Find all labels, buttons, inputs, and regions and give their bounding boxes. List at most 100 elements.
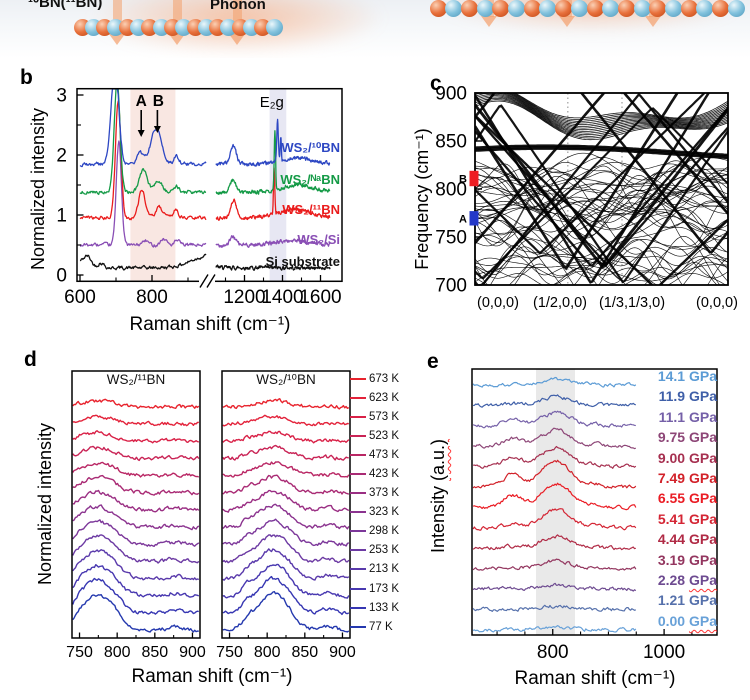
legend-item: 623 K bbox=[350, 388, 420, 407]
temperature-spectrum bbox=[72, 563, 200, 598]
temperature-spectrum bbox=[72, 548, 199, 581]
temperature-spectrum bbox=[72, 534, 200, 564]
pressure-unit: GPa bbox=[688, 612, 717, 629]
phonon-band bbox=[475, 264, 728, 282]
temperature-spectrum bbox=[72, 519, 200, 548]
temperature-spectrum bbox=[222, 461, 350, 478]
tick-label: 900 bbox=[435, 84, 467, 105]
temperature-spectrum bbox=[222, 548, 350, 581]
arrowhead-icon bbox=[153, 126, 161, 133]
pressure-label: 7.49 GPa bbox=[607, 469, 717, 487]
spectrum-curve bbox=[215, 264, 331, 271]
phonon-band bbox=[475, 147, 728, 160]
temperature-spectrum bbox=[72, 461, 200, 478]
pressure-label: 5.41 GPa bbox=[607, 510, 717, 528]
tick-label: (0,0,0) bbox=[696, 295, 738, 311]
pressure-label: 4.44 GPa bbox=[607, 530, 717, 548]
panel-letter-e: e bbox=[427, 350, 439, 373]
pressure-unit: GPa bbox=[688, 408, 717, 425]
tick-label: A bbox=[136, 93, 147, 110]
pressure-unit: GPa bbox=[688, 470, 717, 486]
x-axis-label: Raman shift (cm⁻¹) bbox=[129, 314, 291, 335]
curve-label: WS₂/¹⁰BN bbox=[281, 140, 340, 155]
pressure-spectrum bbox=[472, 482, 637, 511]
legend-label: 423 K bbox=[369, 468, 400, 481]
legend-item: 473 K bbox=[350, 445, 420, 464]
phonon-band bbox=[475, 189, 728, 246]
phonon-band bbox=[475, 187, 728, 239]
curve-label: Si substrate bbox=[265, 254, 340, 269]
phonon-band bbox=[475, 174, 728, 212]
phonon-band bbox=[475, 239, 728, 276]
panel-a-phonon-illustration: ¹⁰BN(¹¹BN) Phonon bbox=[0, 0, 750, 58]
phonon-band bbox=[475, 156, 728, 180]
legend-label: 133 K bbox=[369, 601, 400, 614]
nitrogen-atom bbox=[665, 0, 682, 17]
x-axis-label: Raman shift (cm⁻¹) bbox=[514, 668, 676, 689]
legend-item: 213 K bbox=[350, 560, 420, 579]
pressure-value: 9.00 bbox=[657, 449, 689, 466]
phonon-arrow bbox=[112, 0, 122, 35]
panel-b-raman-spectra: b Normalized intensity 0 1 2 3 600 800 1200 140… bbox=[20, 60, 410, 350]
pressure-value: 6.55 bbox=[657, 490, 689, 507]
tick-label: 1600 bbox=[299, 287, 341, 308]
tick-label: 1200 bbox=[223, 287, 265, 308]
tick-label: 2 bbox=[56, 146, 67, 167]
pressure-spectrum bbox=[472, 376, 637, 388]
pressure-value: 4.44 bbox=[657, 531, 689, 548]
pressure-label: 14.1 GPa bbox=[607, 367, 717, 385]
pressure-unit: GPa bbox=[688, 572, 717, 588]
legend-label: 253 K bbox=[369, 544, 400, 557]
plot-frame bbox=[221, 370, 351, 639]
pressure-spectrum bbox=[473, 394, 636, 408]
spectrum-curve bbox=[79, 140, 207, 248]
phonon-band bbox=[475, 226, 728, 267]
phonon-band bbox=[475, 96, 728, 136]
legend-item: 77 K bbox=[350, 617, 420, 636]
temperature-raman-plot: 750 800 850 900 750 800 850 900 bbox=[66, 370, 356, 661]
phonon-band bbox=[475, 193, 728, 213]
pressure-value: 3.19 bbox=[657, 551, 689, 568]
spectrum-curve bbox=[79, 253, 207, 271]
phonon-band bbox=[475, 144, 728, 157]
tick-label: 0 bbox=[56, 266, 67, 287]
arrowhead-icon bbox=[137, 130, 145, 137]
legend-item: 673 K bbox=[350, 369, 420, 388]
temperature-spectrum bbox=[72, 577, 199, 615]
pressure-unit: GPa bbox=[688, 388, 717, 405]
temperature-spectrum bbox=[222, 534, 350, 564]
boron-atom bbox=[712, 0, 730, 17]
pressure-value: 0.00 bbox=[657, 612, 689, 629]
tick-label: 850 bbox=[291, 644, 318, 661]
temperature-legend: 673 K 623 K 573 K 523 K 473 K 423 K 373 K 323 K… bbox=[350, 369, 420, 636]
legend-line bbox=[350, 530, 366, 533]
legend-item: 523 K bbox=[350, 426, 420, 445]
phonon-band bbox=[475, 257, 728, 278]
phonon-band bbox=[475, 187, 728, 211]
axis-break-icon bbox=[199, 274, 216, 288]
phonon-band bbox=[475, 200, 728, 231]
tick-label: 750 bbox=[435, 228, 467, 249]
legend-item: 173 K bbox=[350, 579, 420, 598]
temperature-spectrum bbox=[72, 430, 199, 444]
tick-label: (1/3,1/3,0) bbox=[599, 295, 665, 311]
curve-label: WS₂/ᴺᵃBN bbox=[280, 172, 340, 187]
phonon-band bbox=[475, 107, 728, 267]
subplot-title-ws2-10bn: WS₂/¹⁰BN bbox=[256, 372, 316, 387]
legend-line bbox=[350, 549, 366, 552]
phonon-arrowhead-icon bbox=[169, 34, 185, 45]
legend-label: 298 K bbox=[369, 525, 400, 538]
panel-e-pressure-raman: e Intensity (a.u.) 800 1000 14.1 GPa 11.9 … bbox=[415, 345, 750, 700]
boron-atom bbox=[586, 0, 604, 17]
pressure-unit: GPa bbox=[688, 449, 717, 466]
legend-line bbox=[350, 473, 366, 476]
pressure-value: 11.9 bbox=[658, 388, 689, 405]
phonon-band bbox=[475, 164, 728, 192]
temperature-spectrum bbox=[72, 414, 199, 427]
pressure-spectrum bbox=[472, 459, 637, 489]
legend-item: 133 K bbox=[350, 598, 420, 617]
pressure-spectrum bbox=[473, 427, 636, 450]
pressure-label: 11.9 GPa bbox=[607, 387, 717, 405]
nitrogen-atom bbox=[727, 0, 745, 17]
temperature-spectrum bbox=[72, 504, 200, 531]
